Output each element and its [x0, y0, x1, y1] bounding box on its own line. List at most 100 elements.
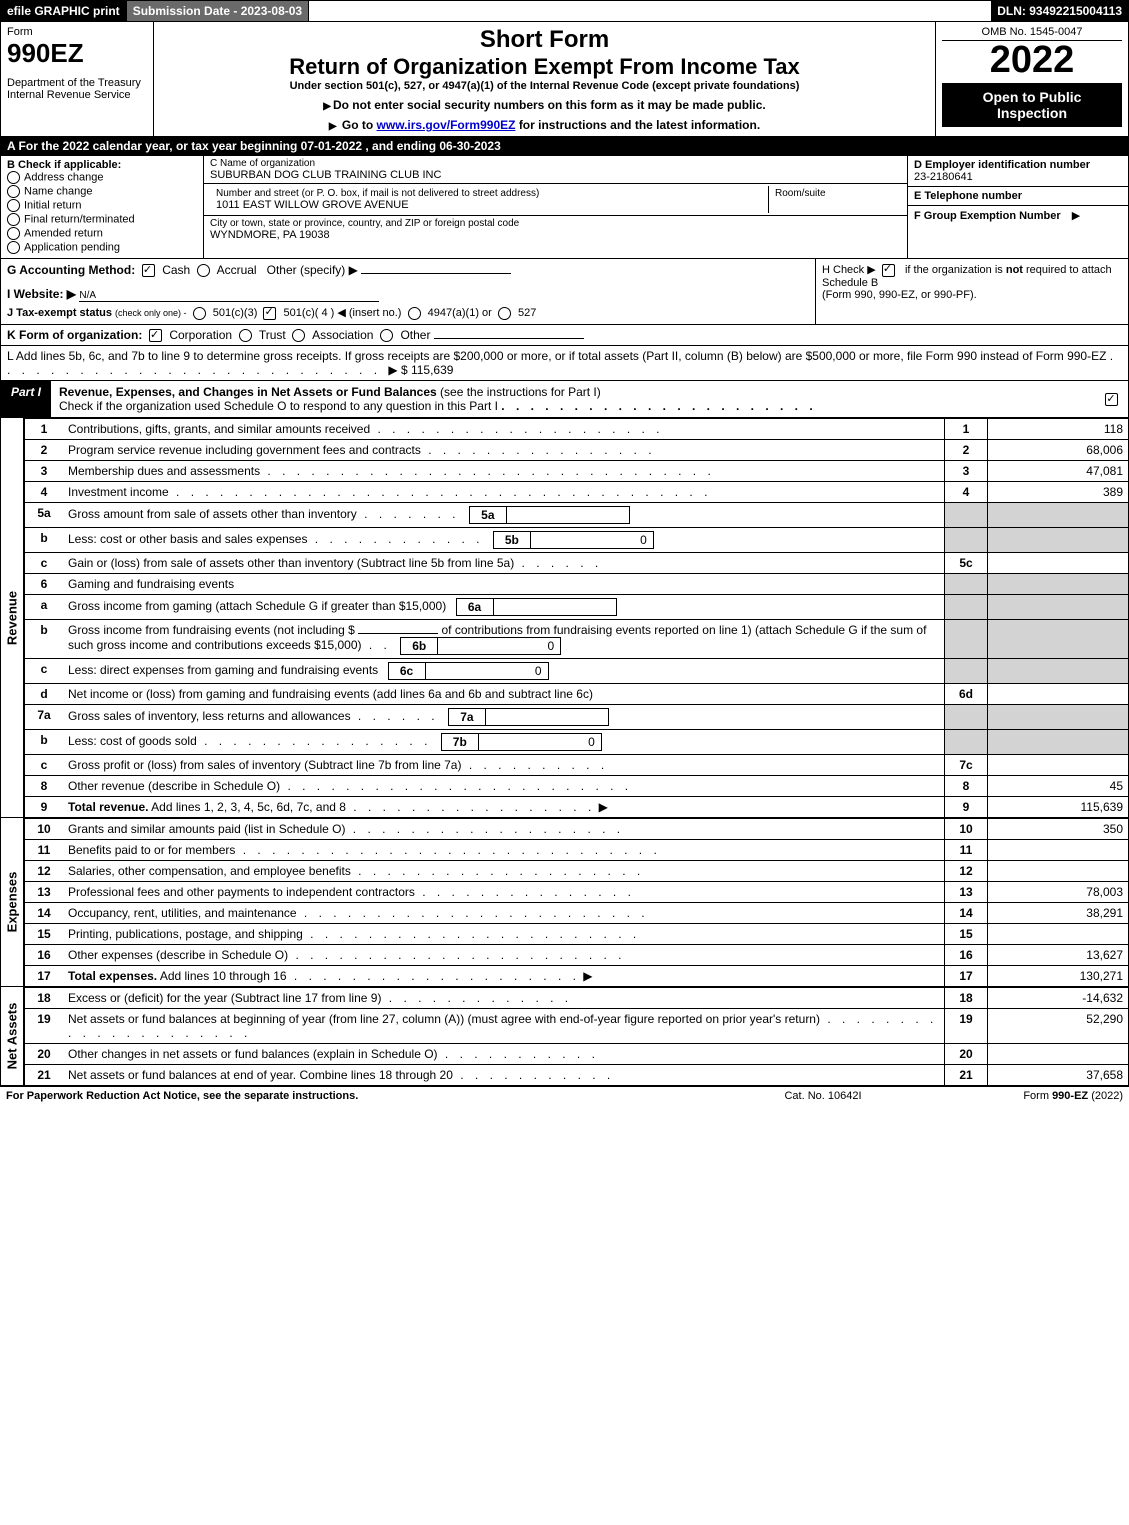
section-h: H Check ▶ if the organization is not req…	[815, 259, 1128, 324]
ln-2-no: 2	[25, 440, 64, 461]
checkbox-cash[interactable]	[142, 264, 155, 277]
ln-16-no: 16	[25, 945, 64, 966]
section-gh: G Accounting Method: Cash Accrual Other …	[0, 259, 1129, 325]
line-18: 18 Excess or (deficit) for the year (Sub…	[25, 988, 1129, 1009]
ln-7c-no: c	[25, 755, 64, 776]
checkbox-other-org[interactable]	[380, 329, 393, 342]
line-7c: c Gross profit or (loss) from sales of i…	[25, 755, 1129, 776]
ln-7a-col	[945, 705, 988, 730]
checkbox-schedule-o[interactable]	[1105, 393, 1118, 406]
checkbox-corporation[interactable]	[149, 329, 162, 342]
irs-link[interactable]: www.irs.gov/Form990EZ	[377, 118, 516, 132]
ln-6b-blank[interactable]	[358, 633, 438, 634]
line-3: 3 Membership dues and assessments . . . …	[25, 461, 1129, 482]
checkbox-trust[interactable]	[239, 329, 252, 342]
ln-16-amt: 13,627	[988, 945, 1129, 966]
ln-17-amt: 130,271	[988, 966, 1129, 987]
ln-21-desc: Net assets or fund balances at end of ye…	[68, 1068, 453, 1082]
section-l-text: L Add lines 5b, 6c, and 7b to line 9 to …	[7, 349, 1106, 363]
checkbox-association[interactable]	[292, 329, 305, 342]
ln-7c-desc: Gross profit or (loss) from sales of inv…	[68, 758, 461, 772]
ln-7b-no: b	[25, 730, 64, 755]
accounting-method-label: G Accounting Method:	[7, 263, 135, 277]
ln-15-desc: Printing, publications, postage, and shi…	[68, 927, 303, 941]
footer-center: Cat. No. 10642I	[723, 1090, 923, 1102]
checkbox-final-return[interactable]	[7, 213, 20, 226]
opt-association: Association	[312, 328, 373, 342]
ln-19-desc: Net assets or fund balances at beginning…	[68, 1012, 820, 1026]
checkbox-accrual[interactable]	[197, 264, 210, 277]
ln-12-col: 12	[945, 861, 988, 882]
box-7b: 7b0	[441, 733, 602, 751]
ln-16-col: 16	[945, 945, 988, 966]
line-19: 19 Net assets or fund balances at beginn…	[25, 1009, 1129, 1044]
ln-6-amt	[988, 574, 1129, 595]
tax-year: 2022	[942, 41, 1122, 79]
check-only-one: (check only one) -	[115, 308, 187, 318]
city-label: City or town, state or province, country…	[210, 218, 901, 229]
header-left: Form 990EZ Department of the Treasury In…	[1, 22, 154, 136]
line-5c: c Gain or (loss) from sale of assets oth…	[25, 553, 1129, 574]
expenses-section: Expenses 10 Grants and similar amounts p…	[0, 818, 1129, 987]
opt-corporation: Corporation	[169, 328, 232, 342]
ln-2-amt: 68,006	[988, 440, 1129, 461]
line-6: 6 Gaming and fundraising events	[25, 574, 1129, 595]
department-label: Department of the Treasury Internal Reve…	[7, 77, 147, 101]
submission-date: Submission Date - 2023-08-03	[127, 1, 309, 21]
part-1-header: Part I Revenue, Expenses, and Changes in…	[0, 381, 1129, 418]
opt-4947: 4947(a)(1) or	[428, 307, 492, 319]
checkbox-527[interactable]	[498, 307, 511, 320]
section-g: G Accounting Method: Cash Accrual Other …	[7, 263, 809, 277]
other-specify-line[interactable]	[361, 273, 511, 274]
ln-9-col: 9	[945, 797, 988, 818]
opt-527: 527	[518, 307, 536, 319]
checkbox-amended-return[interactable]	[7, 227, 20, 240]
opt-501c: 501(c)( 4 )	[284, 307, 335, 319]
section-i: I Website: ▶ N/A	[7, 287, 809, 302]
ln-9-amt: 115,639	[988, 797, 1129, 818]
opt-final-return: Final return/terminated	[24, 213, 135, 225]
checkbox-application-pending[interactable]	[7, 241, 20, 254]
line-6b: b Gross income from fundraising events (…	[25, 620, 1129, 659]
section-c: C Name of organization SUBURBAN DOG CLUB…	[204, 156, 907, 258]
ln-20-no: 20	[25, 1044, 64, 1065]
opt-initial-return: Initial return	[24, 199, 81, 211]
section-k: K Form of organization: Corporation Trus…	[0, 325, 1129, 346]
box-6c: 6c0	[388, 662, 549, 680]
ln-6b-desc1: Gross income from fundraising events (no…	[68, 623, 355, 637]
opt-application-pending: Application pending	[24, 241, 120, 253]
netassets-side-label: Net Assets	[0, 987, 24, 1086]
box-6a: 6a	[456, 598, 617, 616]
ln-5c-col: 5c	[945, 553, 988, 574]
ln-8-no: 8	[25, 776, 64, 797]
insert-no: ◀ (insert no.)	[337, 307, 401, 319]
ln-7c-col: 7c	[945, 755, 988, 776]
subtitle: Under section 501(c), 527, or 4947(a)(1)…	[160, 80, 929, 92]
ln-15-amt	[988, 924, 1129, 945]
other-org-line[interactable]	[434, 338, 584, 339]
h-check-label: H Check ▶	[822, 264, 876, 276]
line-21: 21 Net assets or fund balances at end of…	[25, 1065, 1129, 1086]
checkbox-schedule-b[interactable]	[882, 264, 895, 277]
checkbox-address-change[interactable]	[7, 171, 20, 184]
ln-5c-no: c	[25, 553, 64, 574]
h-text4: (Form 990, 990-EZ, or 990-PF).	[822, 289, 977, 301]
checkbox-501c3[interactable]	[193, 307, 206, 320]
checkbox-name-change[interactable]	[7, 185, 20, 198]
checkbox-501c[interactable]	[263, 307, 276, 320]
ln-21-col: 21	[945, 1065, 988, 1086]
checkbox-4947[interactable]	[408, 307, 421, 320]
ln-9-no: 9	[25, 797, 64, 818]
checkbox-initial-return[interactable]	[7, 199, 20, 212]
ln-6-col	[945, 574, 988, 595]
ln-11-no: 11	[25, 840, 64, 861]
ln-18-col: 18	[945, 988, 988, 1009]
group-exemption-label: F Group Exemption Number	[914, 210, 1061, 222]
section-j: J Tax-exempt status (check only one) - 5…	[7, 306, 809, 320]
ln-7a-amt	[988, 705, 1129, 730]
ln-5b-desc: Less: cost or other basis and sales expe…	[68, 532, 307, 546]
ln-6b-amt	[988, 620, 1129, 659]
efile-label[interactable]: efile GRAPHIC print	[1, 1, 127, 21]
ln-7b-desc: Less: cost of goods sold	[68, 734, 197, 748]
room-suite-label: Room/suite	[769, 186, 901, 213]
